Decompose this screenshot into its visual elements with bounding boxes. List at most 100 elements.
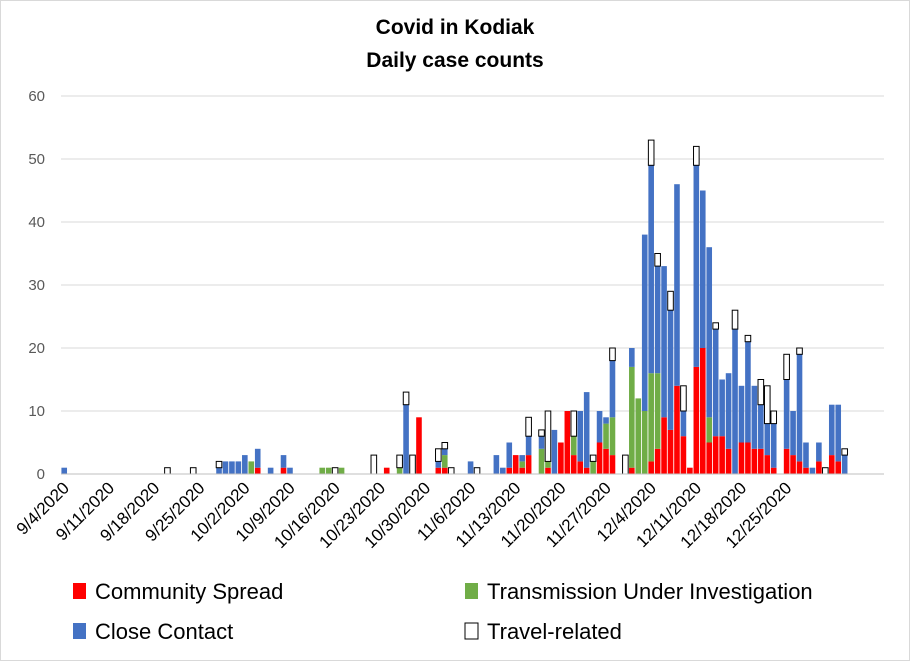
- bar-segment: [757, 379, 765, 406]
- bar-segment: [338, 467, 345, 474]
- bar-segment: [744, 334, 752, 343]
- bar-segment: [803, 442, 809, 468]
- bar-segment: [835, 404, 842, 462]
- y-tick-label: 30: [28, 277, 45, 294]
- bar-segment: [667, 429, 674, 474]
- bar-segment: [841, 448, 848, 456]
- bar-segment: [647, 139, 655, 166]
- bar-segment: [441, 442, 449, 450]
- bar-segment: [745, 341, 751, 443]
- bar-segment: [654, 253, 661, 267]
- bar-segment: [661, 417, 667, 474]
- bar-segment: [828, 404, 835, 456]
- bar-segment: [693, 165, 700, 367]
- bar-segment: [699, 348, 706, 474]
- bar-segment: [493, 455, 500, 474]
- bar-segment: [835, 461, 842, 474]
- bar-segment: [538, 429, 545, 437]
- legend-label: Travel-related: [487, 619, 622, 644]
- bar-segment: [164, 467, 171, 475]
- bar-segment: [242, 455, 248, 474]
- y-axis-ticks: 0 10 20 30 40 50 60: [28, 88, 45, 483]
- legend-swatch: [464, 622, 479, 640]
- bar-segment: [500, 467, 506, 474]
- bar-segment: [712, 322, 719, 330]
- bar-segment: [564, 411, 571, 474]
- bar-segment: [519, 461, 525, 468]
- bar-segment: [751, 448, 758, 474]
- bar-segment: [803, 467, 809, 474]
- x-axis-ticks: 9/4/20209/11/20209/18/20209/25/202010/2/…: [13, 478, 796, 552]
- bar-segment: [583, 392, 590, 468]
- bar-segment: [267, 467, 274, 474]
- y-tick-label: 40: [28, 214, 45, 231]
- bar-segment: [331, 467, 339, 475]
- bars-layer: [61, 139, 848, 475]
- bar-segment: [609, 455, 616, 474]
- bar-segment: [570, 436, 577, 456]
- bar-segment: [254, 448, 261, 468]
- bar-segment: [687, 467, 693, 474]
- bar-segment: [325, 467, 332, 474]
- bar-segment: [674, 385, 680, 474]
- bar-segment: [770, 423, 777, 468]
- bar-segment: [706, 247, 713, 418]
- bar-segment: [816, 461, 822, 474]
- bar-segment: [790, 455, 796, 474]
- bar-segment: [215, 460, 223, 469]
- bar-segment: [693, 145, 700, 166]
- legend-swatch: [465, 583, 478, 599]
- bar-segment: [763, 385, 771, 425]
- bar-segment: [229, 461, 235, 474]
- bar-segment: [758, 404, 764, 449]
- bar-segment: [654, 373, 661, 449]
- legend: Community Spread Transmission Under Inves…: [73, 579, 813, 644]
- legend-label: Transmission Under Investigation: [487, 579, 813, 604]
- bar-segment: [473, 467, 481, 475]
- legend-label: Close Contact: [95, 619, 233, 644]
- bar-segment: [525, 416, 532, 437]
- bar-segment: [609, 347, 616, 362]
- bar-segment: [435, 461, 442, 468]
- bar-segment: [280, 467, 287, 474]
- bar-segment: [248, 461, 255, 474]
- bar-segment: [654, 266, 661, 374]
- bar-segment: [796, 354, 803, 462]
- bar-segment: [551, 429, 558, 474]
- bar-segment: [706, 417, 713, 443]
- bar-segment: [725, 448, 732, 474]
- bar-segment: [693, 366, 700, 474]
- bar-segment: [596, 442, 603, 474]
- bar-segment: [706, 442, 713, 474]
- bar-segment: [699, 190, 706, 348]
- bar-segment: [222, 461, 229, 474]
- bar-segment: [635, 398, 642, 474]
- bar-segment: [809, 467, 816, 474]
- legend-swatch: [73, 623, 86, 639]
- bar-segment: [654, 448, 661, 474]
- legend-label: Community Spread: [95, 579, 283, 604]
- bar-segment: [648, 165, 654, 374]
- bar-segment: [467, 461, 474, 474]
- gridlines: [61, 95, 884, 412]
- bar-segment: [396, 454, 403, 469]
- bar-segment: [577, 411, 584, 462]
- y-tick-label: 10: [28, 403, 45, 420]
- bar-segment: [641, 411, 648, 474]
- bar-segment: [751, 385, 758, 449]
- chart-subtitle: Daily case counts: [366, 49, 543, 72]
- bar-segment: [570, 410, 578, 437]
- bar-segment: [235, 461, 242, 474]
- bar-segment: [519, 455, 525, 462]
- bar-segment: [732, 329, 738, 474]
- bar-segment: [409, 454, 416, 475]
- y-tick-label: 60: [28, 88, 45, 105]
- bar-segment: [796, 461, 803, 474]
- bar-segment: [402, 391, 410, 406]
- bar-segment: [506, 442, 513, 468]
- bar-segment: [189, 467, 197, 475]
- bar-segment: [770, 467, 777, 474]
- bar-segment: [525, 436, 532, 456]
